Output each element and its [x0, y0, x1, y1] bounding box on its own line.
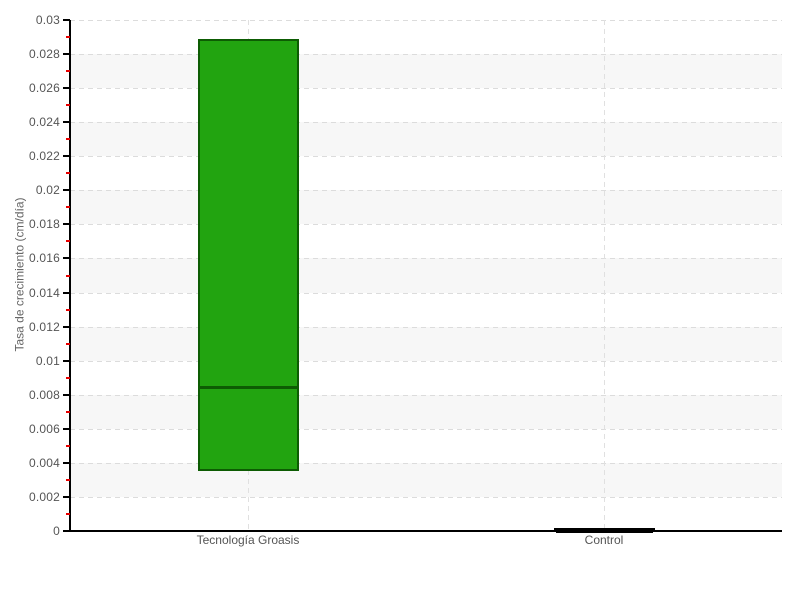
y-tick-major — [63, 19, 70, 21]
y-tick-minor — [66, 172, 70, 175]
h-gridline — [70, 429, 782, 430]
h-gridline — [70, 327, 782, 328]
plot-band — [70, 122, 782, 157]
y-tick-label: 0.002 — [28, 489, 60, 504]
y-tick-minor — [66, 342, 70, 345]
y-tick-major — [63, 189, 70, 192]
y-axis-line — [69, 20, 71, 532]
x-category-label: Control — [584, 533, 624, 547]
h-gridline — [70, 88, 782, 89]
h-gridline — [70, 20, 782, 21]
y-tick-label: 0.012 — [28, 319, 60, 334]
h-gridline — [70, 258, 782, 259]
h-gridline — [70, 122, 782, 123]
plot-area — [70, 20, 782, 533]
h-gridline — [70, 190, 782, 191]
y-tick-label: 0.008 — [28, 387, 60, 402]
x-category-label: Tecnología Groasis — [196, 533, 300, 547]
y-tick-label: 0.022 — [28, 149, 60, 164]
y-tick-major — [63, 393, 70, 396]
y-tick-label: 0.02 — [35, 183, 60, 198]
y-tick-minor — [66, 274, 70, 277]
y-tick-minor — [66, 240, 70, 243]
h-gridline — [70, 361, 782, 362]
y-tick-minor — [66, 444, 70, 447]
y-tick-major — [63, 461, 70, 464]
y-tick-label: 0.024 — [28, 115, 60, 130]
h-gridline — [70, 156, 782, 157]
h-gridline — [70, 224, 782, 225]
y-tick-label: 0.018 — [28, 217, 60, 232]
y-tick-major — [63, 87, 70, 90]
plot-band — [70, 54, 782, 89]
y-tick-label: 0.028 — [28, 47, 60, 62]
y-tick-label: 0.01 — [35, 353, 60, 368]
y-tick-major — [63, 53, 70, 56]
plot-band — [70, 326, 782, 361]
boxplot-box — [198, 38, 299, 472]
y-tick-major — [63, 291, 70, 294]
y-tick-major — [63, 359, 70, 362]
y-tick-label: 0.03 — [35, 13, 60, 27]
y-tick-minor — [66, 308, 70, 311]
x-axis-line — [70, 530, 782, 532]
h-gridline — [70, 463, 782, 464]
y-tick-label: 0.016 — [28, 251, 60, 266]
boxplot-median-line — [200, 386, 297, 390]
h-gridline — [70, 497, 782, 498]
y-tick-minor — [66, 376, 70, 379]
y-tick-label: 0.004 — [28, 455, 60, 470]
y-tick-minor — [66, 36, 70, 39]
y-tick-major — [63, 325, 70, 328]
y-tick-label: 0.026 — [28, 81, 60, 96]
y-tick-minor — [66, 410, 70, 413]
plot-band — [70, 462, 782, 497]
y-tick-minor — [66, 478, 70, 481]
y-tick-label: 0.006 — [28, 421, 60, 436]
plot-band — [70, 394, 782, 429]
y-tick-major — [63, 495, 70, 498]
plot-band — [70, 190, 782, 225]
h-gridline — [70, 395, 782, 396]
v-gridline — [604, 20, 605, 531]
y-tick-minor — [66, 70, 70, 73]
y-tick-label: 0 — [53, 524, 60, 538]
y-tick-minor — [66, 512, 70, 515]
y-tick-minor — [66, 206, 70, 209]
y-tick-major — [63, 427, 70, 430]
h-gridline — [70, 54, 782, 55]
y-tick-minor — [66, 138, 70, 141]
y-tick-major — [63, 121, 70, 124]
plot-band — [70, 258, 782, 293]
h-gridline — [70, 293, 782, 294]
y-tick-major — [63, 155, 70, 158]
y-tick-label: 0.014 — [28, 285, 60, 300]
y-tick-major — [63, 530, 70, 532]
y-tick-major — [63, 257, 70, 260]
y-tick-major — [63, 223, 70, 226]
y-tick-minor — [66, 104, 70, 107]
